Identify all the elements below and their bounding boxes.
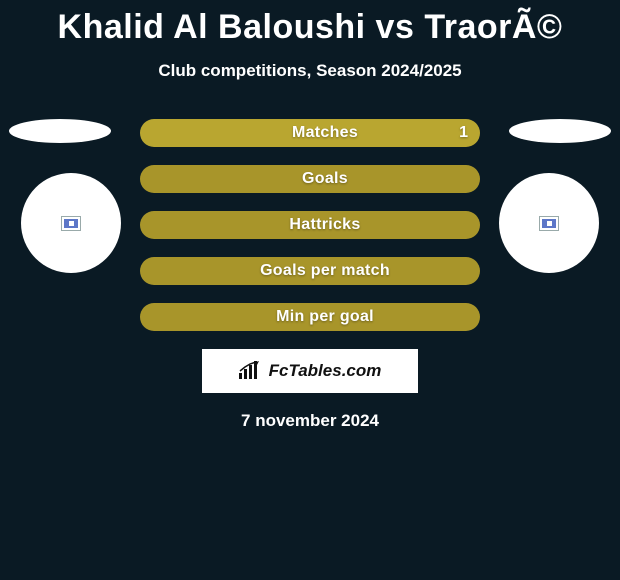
player-left-ellipse — [9, 119, 111, 143]
stat-value-right: 1 — [459, 119, 468, 147]
stat-label: Goals — [272, 165, 348, 193]
stat-row-hattricks: Hattricks — [140, 211, 480, 239]
player-right-ellipse — [509, 119, 611, 143]
subtitle: Club competitions, Season 2024/2025 — [0, 61, 620, 81]
stat-row-goals-per-match: Goals per match — [140, 257, 480, 285]
footer-date: 7 november 2024 — [0, 411, 620, 431]
stats-area: Matches 1 Goals Hattricks Goals per matc… — [0, 119, 620, 331]
stat-label: Min per goal — [246, 303, 374, 331]
stat-label: Matches — [262, 119, 358, 147]
flag-icon — [62, 217, 80, 230]
bar-chart-icon — [239, 361, 263, 381]
flag-icon — [540, 217, 558, 230]
stat-label: Hattricks — [259, 211, 360, 239]
page-title: Khalid Al Baloushi vs TraorÃ© — [0, 0, 620, 47]
stat-row-matches: Matches 1 — [140, 119, 480, 147]
brand-text: FcTables.com — [269, 361, 382, 381]
stat-row-min-per-goal: Min per goal — [140, 303, 480, 331]
player-right-avatar — [499, 173, 599, 273]
stat-row-goals: Goals — [140, 165, 480, 193]
stat-label: Goals per match — [230, 257, 390, 285]
player-left-avatar — [21, 173, 121, 273]
brand-box[interactable]: FcTables.com — [202, 349, 418, 393]
